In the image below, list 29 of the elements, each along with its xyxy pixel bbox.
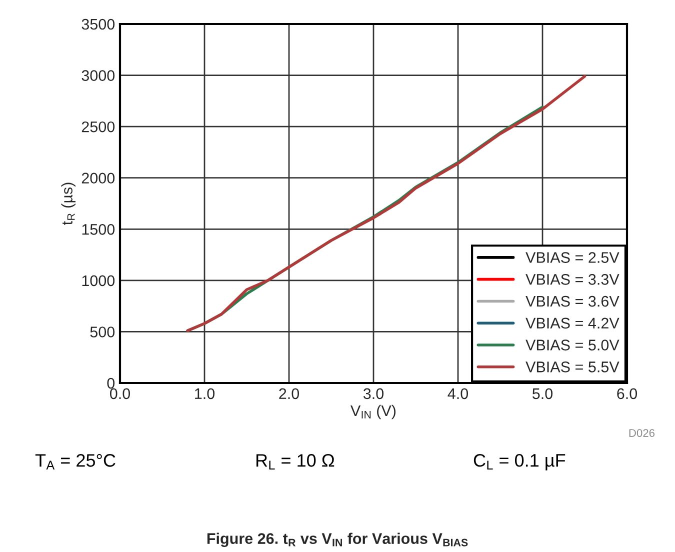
y-tick-label: 500	[90, 326, 115, 338]
legend-label: VBIAS = 2.5V	[526, 252, 620, 263]
text: T$_{A}$ = 25°C	[35, 454, 116, 470]
text: R$_{L}$ = 10 Ω	[256, 454, 334, 470]
x-tick-label: 0.0	[110, 388, 130, 400]
y-axis-title: t$_{R}$ (µs)	[61, 182, 76, 225]
y-tick-label: 3500	[82, 18, 115, 30]
y-tick-label: 1500	[82, 224, 115, 235]
legend-label: VBIAS = 5.0V	[526, 340, 620, 350]
x-tick-label: 6.0	[617, 388, 638, 400]
y-tick-label: 0	[107, 378, 115, 389]
text: Figure 26. t$_{R}$ vs V$_{IN}$ for Various V$_{BIAS}$	[207, 532, 468, 548]
x-tick-label: 4.0	[448, 388, 468, 400]
x-tick-label: 5.0	[532, 388, 553, 400]
text: D026	[629, 429, 655, 437]
y-tick-label: 3000	[82, 70, 115, 81]
line-series	[186, 74, 586, 332]
x-tick-label: 1.0	[195, 388, 215, 400]
legend-label: VBIAS = 3.3V	[526, 274, 620, 285]
x-tick-label: 2.0	[279, 388, 300, 400]
y-tick-label: 1000	[82, 275, 115, 286]
legend-label: VBIAS = 3.6V	[526, 296, 620, 307]
x-tick-label: 3.0	[363, 388, 384, 400]
legend-label: VBIAS = 5.5V	[526, 362, 620, 372]
y-tick-label: 2000	[82, 172, 115, 184]
y-tick-label: 2500	[82, 121, 115, 132]
text: C$_{L}$ = 0.1 µF	[474, 454, 566, 470]
legend-label: VBIAS = 4.2V	[526, 318, 620, 329]
x-axis-title: V$_{IN}$ (V)	[350, 404, 396, 420]
